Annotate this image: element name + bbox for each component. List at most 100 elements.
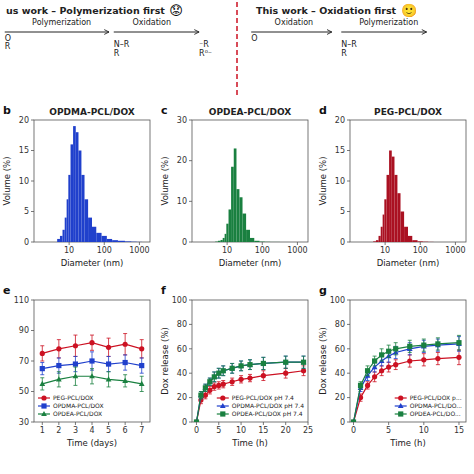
bar <box>68 175 70 242</box>
bar <box>412 240 417 242</box>
y-tick-label: 0 <box>340 418 345 427</box>
plot-data <box>215 148 280 242</box>
y-tick-label: 90 <box>19 326 29 335</box>
error-bar <box>140 358 144 373</box>
error-bar <box>422 354 426 366</box>
series-line <box>196 362 303 422</box>
point <box>221 368 226 373</box>
error-bar <box>261 357 265 369</box>
error-bar <box>57 340 61 358</box>
bar <box>229 209 232 242</box>
error-bar <box>40 363 44 375</box>
x-tick <box>297 242 298 245</box>
x-tick-label: 15 <box>454 426 464 435</box>
y-tick-label: 110 <box>14 296 29 305</box>
point <box>393 346 398 351</box>
y-axis-label: Volume (%) <box>2 156 12 205</box>
error-bar <box>107 356 111 371</box>
x-tick <box>42 422 43 425</box>
error-bar <box>394 343 398 355</box>
bar <box>397 193 400 242</box>
x-tick <box>218 422 219 425</box>
error-bar <box>57 358 61 373</box>
bar <box>384 199 386 242</box>
point <box>238 377 243 382</box>
y-tick <box>189 242 192 243</box>
point <box>230 379 235 384</box>
x-tick <box>75 422 76 425</box>
point <box>421 343 426 348</box>
y-tick <box>31 150 34 151</box>
point <box>421 343 427 348</box>
bar <box>92 227 96 242</box>
error-bar <box>199 392 203 399</box>
bar <box>392 157 395 242</box>
y-tick <box>347 348 350 349</box>
bar <box>401 212 405 243</box>
error-bar <box>208 378 212 385</box>
point <box>372 358 377 363</box>
x-tick-label: 10 <box>64 246 74 255</box>
legend-label: OPDEA-PCL/DO... <box>410 410 461 417</box>
y-tick-label: 0 <box>340 238 345 247</box>
bar <box>389 151 392 243</box>
x-tick-label: 10 <box>222 246 232 255</box>
y-tick <box>347 373 350 374</box>
x-tick-label: 10 <box>380 246 390 255</box>
scheme-label: N–RR <box>114 40 130 58</box>
x-tick-label: 1 <box>40 426 45 435</box>
bar <box>76 132 79 242</box>
point <box>212 374 217 379</box>
point <box>56 376 62 381</box>
y-axis-label: Dox release (%) <box>318 327 328 395</box>
y-tick-label: 40 <box>335 369 345 378</box>
point <box>198 392 204 397</box>
scheme-label: Polymerization <box>32 18 91 27</box>
panel-letter: f <box>161 284 166 297</box>
legend-label: PEG-PCL/DOX p... <box>410 394 462 402</box>
panel: 123456730507090110Time (days)ePEG-PCL/DO… <box>3 284 150 448</box>
point <box>283 371 288 376</box>
panel-title: PEG-PCL/DOX <box>374 107 442 117</box>
point <box>247 362 252 367</box>
x-tick <box>104 242 105 245</box>
point <box>203 385 208 390</box>
y-tick <box>347 181 350 182</box>
panel: 0510152025020406080100Time (h)Dox releas… <box>160 284 313 448</box>
legend-marker <box>41 395 46 400</box>
bar <box>65 218 67 242</box>
y-tick <box>31 242 34 243</box>
error-bar <box>239 361 243 371</box>
error-bar <box>221 366 225 376</box>
y-tick-label: 15 <box>335 146 345 155</box>
point <box>456 355 461 360</box>
scheme-label: Oxidation <box>132 18 171 27</box>
y-tick-label: 80 <box>335 320 345 329</box>
bar <box>404 227 408 242</box>
point <box>139 363 144 368</box>
point <box>73 361 78 366</box>
legend-marker <box>220 403 226 408</box>
x-tick-label: 25 <box>303 426 313 435</box>
y-tick <box>347 150 350 151</box>
point <box>216 383 221 388</box>
panel: 10100100005101520OPDMA-PCL/DOXDiameter (… <box>2 104 150 268</box>
y-tick-label: 100 <box>330 296 345 305</box>
y-tick <box>347 300 350 301</box>
error-bar <box>212 383 216 390</box>
point <box>283 359 289 364</box>
panel-letter: d <box>319 104 327 117</box>
y-tick-label: 20 <box>177 393 187 402</box>
point <box>407 358 412 363</box>
y-tick-label: 20 <box>335 116 345 125</box>
plot-data <box>351 335 462 422</box>
legend-label: OPDMA-PCL/DOX <box>53 402 104 409</box>
point <box>230 366 235 371</box>
error-bar <box>248 374 252 381</box>
scheme-label: N–RR <box>341 40 357 58</box>
bar <box>270 241 280 242</box>
y-tick <box>189 201 192 202</box>
x-tick <box>388 422 389 425</box>
point <box>407 344 412 349</box>
error-bar <box>73 367 77 385</box>
